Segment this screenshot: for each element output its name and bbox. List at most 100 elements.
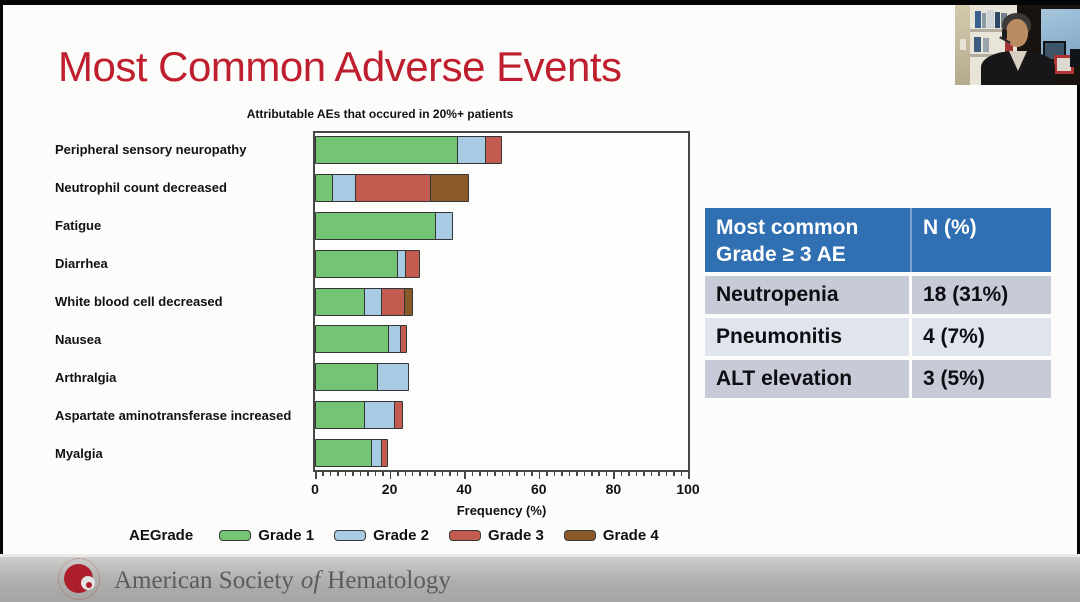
axis-tick: [456, 472, 459, 476]
bar-segment-grade-3: [405, 249, 421, 278]
category-label: Peripheral sensory neuropathy: [55, 142, 247, 158]
axis-tick: [494, 472, 496, 476]
legend-item: Grade 4: [563, 527, 659, 544]
axis-tick: [546, 472, 548, 476]
stacked-bar: [315, 173, 469, 202]
axis-tick: [441, 472, 444, 476]
table-header-row: Most common Grade ≥ 3 AE N (%): [705, 208, 1051, 272]
legend-swatch: [334, 530, 367, 541]
axis-tick-label: 40: [456, 481, 472, 497]
bar-segment-grade-2: [363, 287, 383, 316]
light-switch: [960, 39, 966, 50]
legend-items: Grade 1 Grade 2 Grade 3 Grade 4: [219, 527, 659, 544]
axis-tick-label: 20: [381, 481, 398, 497]
axis-tick: [315, 472, 317, 479]
axis-tick: [538, 472, 541, 479]
picture-frame: [1070, 49, 1080, 67]
organization-name: American Society of Hematology: [114, 567, 451, 594]
bar-segment-grade-1: [315, 287, 366, 316]
bar-segment-grade-1: [315, 439, 373, 468]
axis-tick: [426, 472, 429, 476]
chart-plot-area: [313, 131, 690, 472]
category-label: Diarrhea: [55, 256, 108, 272]
stacked-bar: [315, 439, 389, 468]
table-row-label: ALT elevation: [705, 360, 912, 398]
bar-segment-grade-1: [315, 401, 366, 430]
table-row-label: Pneumonitis: [705, 318, 912, 356]
legend-label: Grade 3: [487, 527, 544, 544]
axis-tick: [635, 472, 638, 476]
axis-tick-label: 0: [311, 481, 319, 497]
axis-tick: [322, 472, 324, 476]
bar-segment-grade-1: [315, 363, 379, 392]
category-label: Arthralgia: [55, 369, 117, 385]
table-header-ae: Most common Grade ≥ 3 AE: [705, 208, 912, 272]
shelf-edge: [970, 29, 1017, 32]
speaker-video[interactable]: [955, 5, 1080, 85]
book: [975, 11, 981, 28]
axis-tick: [673, 472, 675, 476]
table-body: Neutropenia 18 (31%) Pneumonitis 4 (7%) ALT …: [705, 276, 1051, 398]
table-row: Neutropenia 18 (31%): [705, 276, 1051, 314]
axis-tick: [344, 472, 347, 476]
page-title: Most Common Adverse Events: [58, 43, 622, 90]
stacked-bar: [315, 363, 409, 392]
axis-tick: [665, 472, 668, 476]
axis-tick: [464, 472, 466, 479]
legend-label: Grade 1: [258, 527, 315, 544]
table-row-value: 4 (7%): [923, 325, 985, 348]
stacked-bar: [315, 249, 421, 278]
presentation-slide: Most Common Adverse Events Attributable …: [3, 5, 1077, 602]
axis-tick: [553, 472, 556, 476]
axis-tick: [643, 472, 645, 476]
legend-label: Grade 4: [602, 527, 659, 544]
axis-tick: [479, 472, 481, 476]
bar-segment-grade-2: [457, 135, 487, 164]
logo-text-ring: [58, 558, 100, 600]
book: [995, 12, 1000, 28]
bar-segment-grade-3: [399, 325, 408, 354]
axis-tick: [352, 472, 354, 476]
bar-segment-grade-3: [354, 173, 432, 202]
footer-bar: American Society of Hematology: [0, 554, 1080, 602]
axis-tick: [598, 472, 600, 476]
axis-tick: [411, 472, 414, 476]
legend-item: Grade 2: [334, 527, 429, 544]
bar-segment-grade-3: [380, 287, 406, 316]
legend-label: Grade 2: [373, 527, 429, 544]
bar-segment-grade-1: [315, 325, 390, 354]
headset-icon: [1002, 29, 1007, 39]
book: [987, 10, 994, 28]
axis-tick: [337, 472, 339, 476]
axis-tick: [397, 472, 399, 476]
category-label: Nausea: [55, 331, 102, 347]
axis-tick: [404, 472, 407, 476]
x-axis-title: Frequency (%): [456, 503, 547, 518]
axis-tick: [516, 472, 518, 476]
legend-item: Grade 3: [448, 527, 544, 544]
legend-swatch: [563, 530, 596, 541]
category-label: Myalgia: [55, 445, 103, 461]
axis-tick: [359, 472, 362, 476]
axis-tick: [583, 472, 586, 476]
bar-segment-grade-2: [332, 173, 357, 202]
axis-tick: [568, 472, 571, 476]
book: [982, 13, 986, 28]
axis-tick: [419, 472, 421, 476]
category-label: White blood cell decreased: [55, 293, 223, 309]
axis-tick: [561, 472, 563, 476]
axis-tick: [434, 472, 436, 476]
stacked-bar: [315, 135, 503, 164]
axis-tick: [613, 472, 615, 479]
axis-tick-label: 100: [676, 481, 700, 497]
axis-tick: [628, 472, 630, 476]
bar-segment-grade-1: [315, 135, 459, 164]
category-label: Aspartate aminotransferase increased: [55, 407, 292, 423]
legend-title: AEGrade: [129, 527, 194, 544]
axis-tick: [367, 472, 369, 476]
table-header-n: N (%): [923, 216, 977, 239]
chart-legend: AEGrade Grade 1 Grade 2 Grade 3 Grade 4: [129, 527, 659, 544]
bar-segment-grade-2: [376, 363, 409, 392]
logo-dot: [86, 582, 92, 588]
